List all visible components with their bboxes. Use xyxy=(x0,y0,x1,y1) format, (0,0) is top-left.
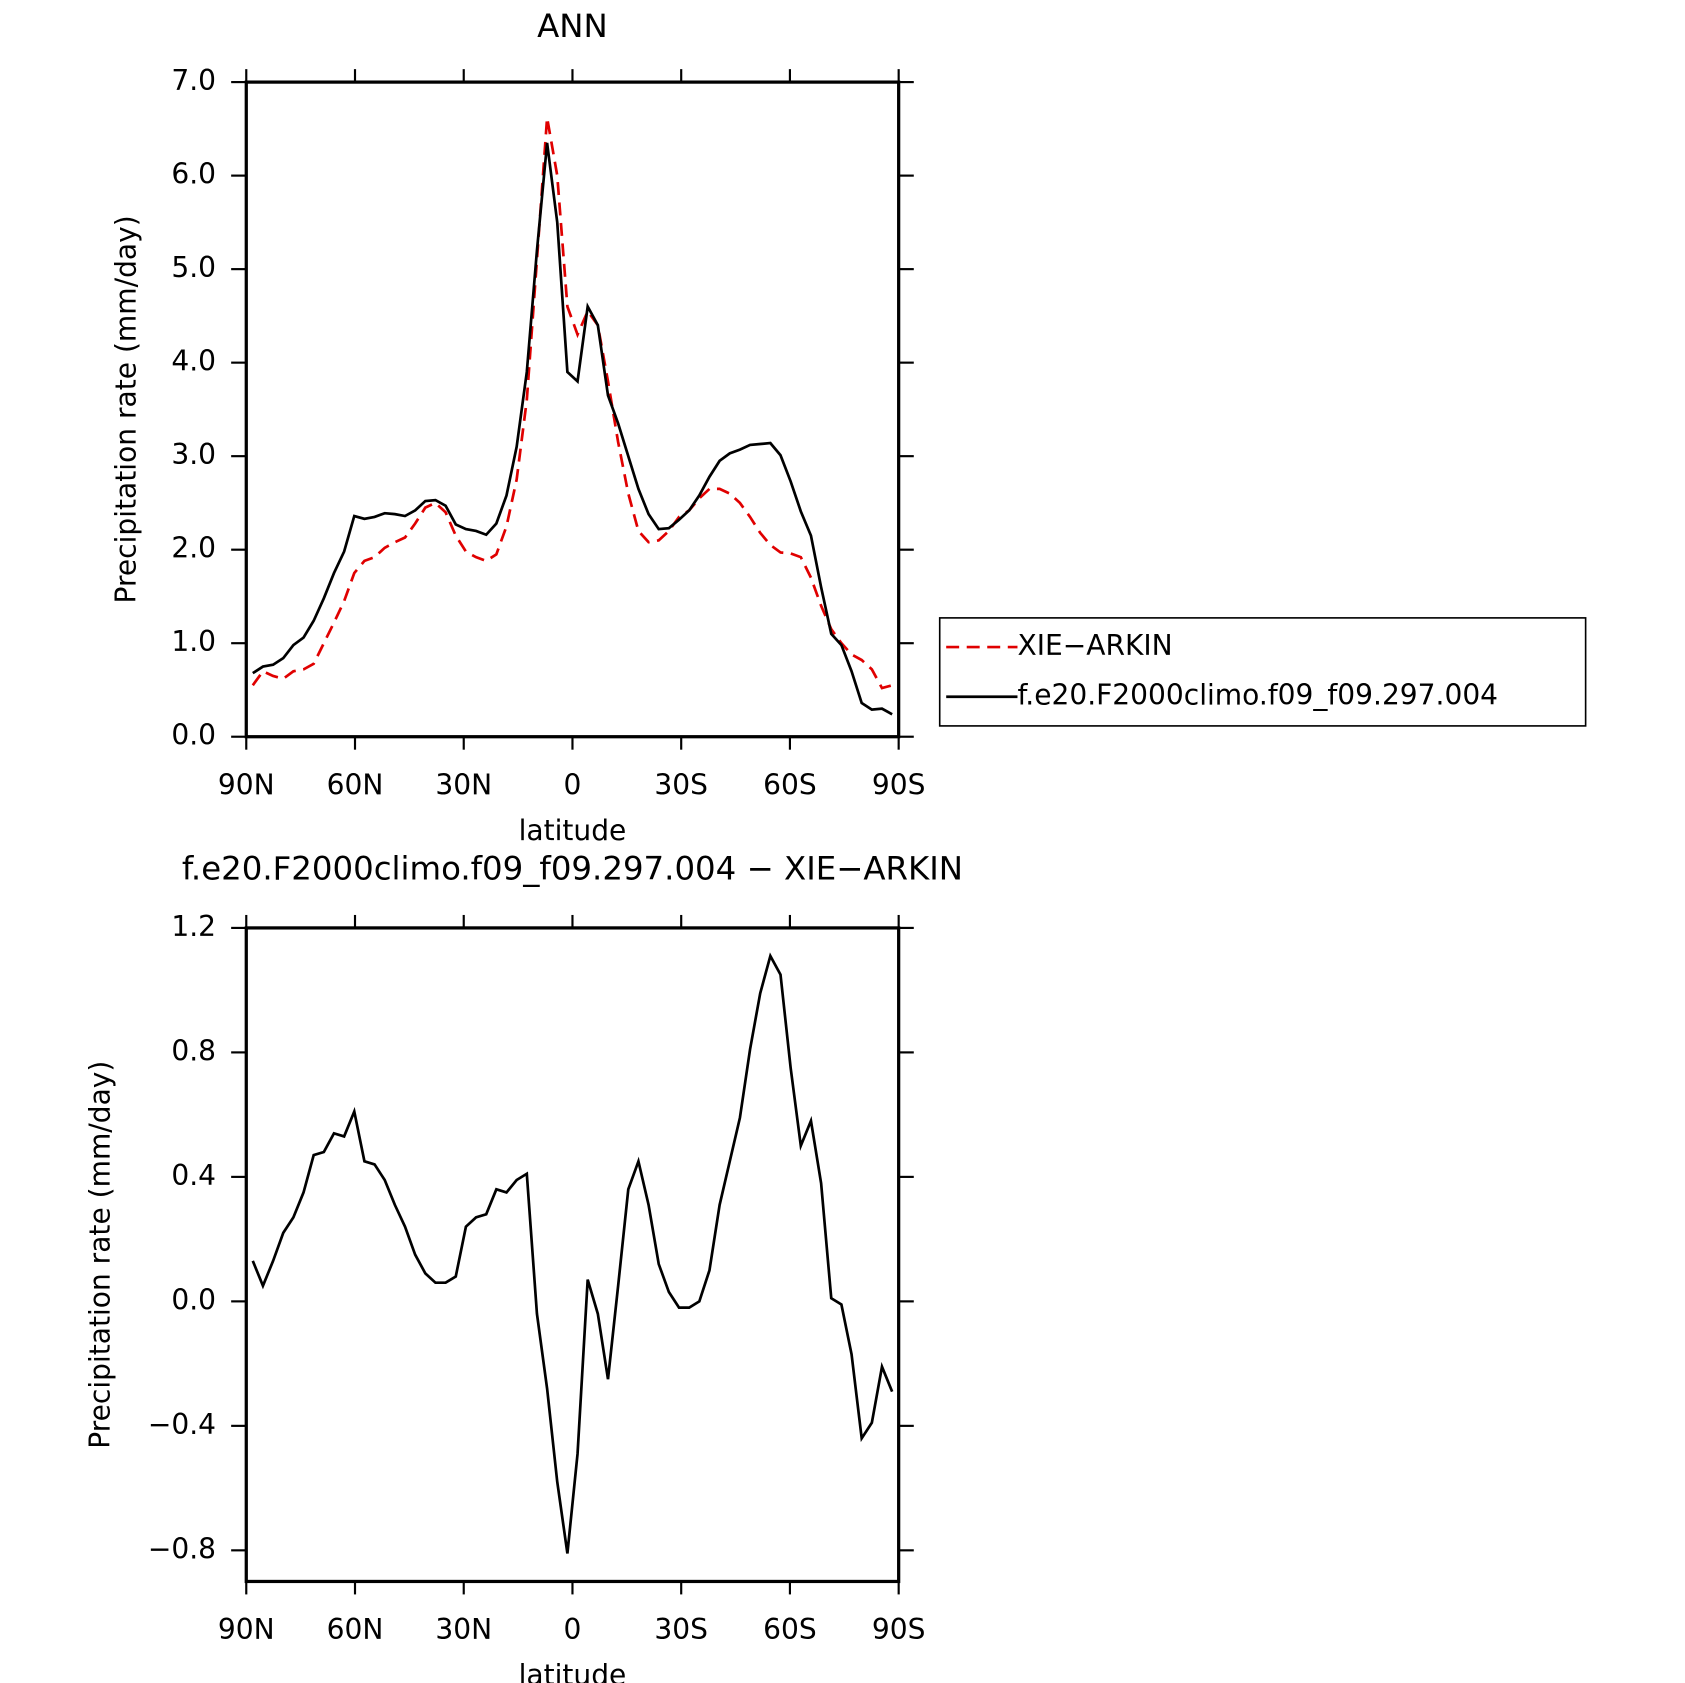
x-tick-label: 90N xyxy=(218,768,275,801)
data-line xyxy=(252,142,893,716)
plot-frame xyxy=(244,926,901,1584)
legend-box xyxy=(938,617,1587,727)
x-axis-label: latitude xyxy=(519,814,627,847)
y-tick-label: 2.0 xyxy=(171,532,216,565)
y-tick-label: 4.0 xyxy=(171,345,216,378)
x-tick-label: 0 xyxy=(564,768,582,801)
x-tick-label: 90S xyxy=(872,1613,926,1646)
y-tick-label: −0.4 xyxy=(148,1408,216,1441)
x-tick-label: 60N xyxy=(327,1613,384,1646)
x-axis-label: latitude xyxy=(519,1659,627,1683)
y-axis-label: Precipitation rate (mm/day) xyxy=(109,215,142,603)
y-tick-label: −0.8 xyxy=(148,1532,216,1565)
y-tick-label: 1.2 xyxy=(171,910,216,943)
x-tick-label: 0 xyxy=(564,1613,582,1646)
y-tick-label: 0.0 xyxy=(171,719,216,752)
chart-title: f.e20.F2000climo.f09_f09.297.004 − XIE−A… xyxy=(182,850,963,888)
y-tick-label: 7.0 xyxy=(171,64,216,97)
y-tick-label: 3.0 xyxy=(171,438,216,471)
y-axis-label: Precipitation rate (mm/day) xyxy=(84,1061,117,1449)
x-tick-label: 90N xyxy=(218,1613,275,1646)
plot-frame xyxy=(244,80,901,739)
data-line xyxy=(251,117,893,690)
x-tick-label: 60N xyxy=(327,768,384,801)
x-tick-label: 30N xyxy=(435,1613,492,1646)
x-tick-label: 60S xyxy=(763,768,817,801)
legend-label: XIE−ARKIN xyxy=(1017,629,1172,662)
x-tick-label: 30S xyxy=(654,1613,708,1646)
x-tick-label: 60S xyxy=(763,1613,817,1646)
x-tick-label: 90S xyxy=(872,768,926,801)
y-tick-label: 0.0 xyxy=(171,1283,216,1316)
y-tick-label: 0.8 xyxy=(171,1034,216,1067)
data-line xyxy=(251,952,894,1554)
y-tick-label: 1.0 xyxy=(171,625,216,658)
y-tick-label: 6.0 xyxy=(171,158,216,191)
x-tick-label: 30N xyxy=(435,768,492,801)
legend-label: f.e20.F2000climo.f09_f09.297.004 xyxy=(1017,679,1498,712)
y-tick-label: 5.0 xyxy=(171,251,216,284)
y-tick-label: 0.4 xyxy=(171,1159,216,1192)
x-tick-label: 30S xyxy=(654,768,708,801)
chart-title: ANN xyxy=(537,7,608,45)
